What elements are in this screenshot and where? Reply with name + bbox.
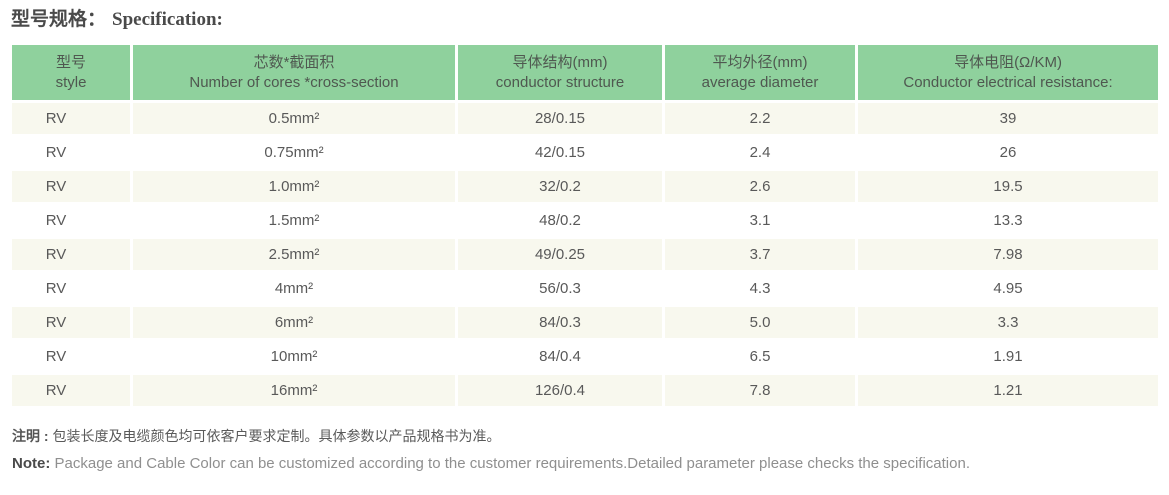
note-chinese: 注明 : 包装长度及电缆颜色均可依客户要求定制。具体参数以产品规格书为准。 bbox=[12, 426, 1169, 446]
cell-conductor-structure: 48/0.2 bbox=[458, 205, 662, 236]
cell-style: RV bbox=[12, 103, 130, 134]
column-header-conductor-resistance: 导体电阻(Ω/KM) Conductor electrical resistan… bbox=[858, 45, 1158, 100]
table-row: RV 16mm² 126/0.4 7.8 1.21 bbox=[12, 375, 1158, 406]
cell-conductor-structure: 84/0.3 bbox=[458, 307, 662, 338]
table-row: RV 1.5mm² 48/0.2 3.1 13.3 bbox=[12, 205, 1158, 236]
cell-conductor-structure: 126/0.4 bbox=[458, 375, 662, 406]
cell-conductor-resistance: 4.95 bbox=[858, 273, 1158, 304]
cell-conductor-resistance: 19.5 bbox=[858, 171, 1158, 202]
table-row: RV 4mm² 56/0.3 4.3 4.95 bbox=[12, 273, 1158, 304]
column-header-cn: 平均外径(mm) bbox=[712, 53, 808, 71]
cell-style: RV bbox=[12, 341, 130, 372]
column-header-en: Number of cores *cross-section bbox=[189, 73, 399, 91]
cell-style: RV bbox=[12, 137, 130, 168]
note-english-label: Note: bbox=[12, 455, 51, 472]
cell-cross-section: 0.75mm² bbox=[133, 137, 455, 168]
column-header-cn: 型号 bbox=[55, 53, 86, 71]
cell-cross-section: 1.5mm² bbox=[133, 205, 455, 236]
column-header-cn: 导体电阻(Ω/KM) bbox=[954, 53, 1062, 71]
table-row: RV 6mm² 84/0.3 5.0 3.3 bbox=[12, 307, 1158, 338]
cell-average-diameter: 7.8 bbox=[665, 375, 855, 406]
cell-conductor-resistance: 1.21 bbox=[858, 375, 1158, 406]
cell-average-diameter: 6.5 bbox=[665, 341, 855, 372]
column-header-style: 型号 style bbox=[12, 45, 130, 100]
page-title: 型号规格： Specification: bbox=[11, 8, 1169, 32]
cell-conductor-resistance: 39 bbox=[858, 103, 1158, 134]
page-title-en: Specification: bbox=[112, 9, 223, 30]
cell-conductor-structure: 42/0.15 bbox=[458, 137, 662, 168]
table-row: RV 2.5mm² 49/0.25 3.7 7.98 bbox=[12, 239, 1158, 270]
cell-average-diameter: 5.0 bbox=[665, 307, 855, 338]
cell-conductor-structure: 49/0.25 bbox=[458, 239, 662, 270]
cell-conductor-resistance: 7.98 bbox=[858, 239, 1158, 270]
cell-cross-section: 4mm² bbox=[133, 273, 455, 304]
cell-style: RV bbox=[12, 375, 130, 406]
note-english-text: Package and Cable Color can be customize… bbox=[54, 455, 971, 472]
table-header-row: 型号 style 芯数*截面积 Number of cores *cross-s… bbox=[12, 45, 1158, 100]
note-english: Note: Package and Cable Color can be cus… bbox=[12, 455, 1169, 472]
cell-cross-section: 6mm² bbox=[133, 307, 455, 338]
column-header-cn: 芯数*截面积 bbox=[253, 53, 335, 71]
column-header-conductor-structure: 导体结构(mm) conductor structure bbox=[458, 45, 662, 100]
column-header-en: average diameter bbox=[701, 73, 819, 91]
column-header-en: style bbox=[55, 73, 87, 91]
cell-average-diameter: 3.7 bbox=[665, 239, 855, 270]
cell-conductor-resistance: 3.3 bbox=[858, 307, 1158, 338]
note-chinese-text: 包装长度及电缆颜色均可依客户要求定制。具体参数以产品规格书为准。 bbox=[52, 428, 501, 444]
cell-cross-section: 16mm² bbox=[133, 375, 455, 406]
column-header-average-diameter: 平均外径(mm) average diameter bbox=[665, 45, 855, 100]
column-header-en: conductor structure bbox=[495, 73, 625, 91]
table-row: RV 1.0mm² 32/0.2 2.6 19.5 bbox=[12, 171, 1158, 202]
cell-conductor-resistance: 13.3 bbox=[858, 205, 1158, 236]
page-title-cn: 型号规格： bbox=[11, 9, 107, 30]
cell-average-diameter: 3.1 bbox=[665, 205, 855, 236]
cell-average-diameter: 2.2 bbox=[665, 103, 855, 134]
cell-style: RV bbox=[12, 205, 130, 236]
table-row: RV 10mm² 84/0.4 6.5 1.91 bbox=[12, 341, 1158, 372]
note-chinese-label: 注明 : bbox=[12, 428, 49, 444]
cell-conductor-structure: 56/0.3 bbox=[458, 273, 662, 304]
cell-cross-section: 0.5mm² bbox=[133, 103, 455, 134]
cell-conductor-resistance: 1.91 bbox=[858, 341, 1158, 372]
cell-style: RV bbox=[12, 171, 130, 202]
specification-table: 型号 style 芯数*截面积 Number of cores *cross-s… bbox=[9, 42, 1161, 409]
cell-cross-section: 10mm² bbox=[133, 341, 455, 372]
column-header-en: Conductor electrical resistance: bbox=[903, 73, 1113, 91]
cell-style: RV bbox=[12, 307, 130, 338]
cell-conductor-structure: 84/0.4 bbox=[458, 341, 662, 372]
table-row: RV 0.5mm² 28/0.15 2.2 39 bbox=[12, 103, 1158, 134]
cell-average-diameter: 2.4 bbox=[665, 137, 855, 168]
spec-page: 型号规格： Specification: 型号 style 芯数*截面积 Numb… bbox=[9, 8, 1169, 472]
cell-style: RV bbox=[12, 239, 130, 270]
column-header-cn: 导体结构(mm) bbox=[512, 53, 608, 71]
cell-average-diameter: 4.3 bbox=[665, 273, 855, 304]
cell-cross-section: 1.0mm² bbox=[133, 171, 455, 202]
cell-conductor-structure: 28/0.15 bbox=[458, 103, 662, 134]
cell-conductor-resistance: 26 bbox=[858, 137, 1158, 168]
cell-average-diameter: 2.6 bbox=[665, 171, 855, 202]
cell-cross-section: 2.5mm² bbox=[133, 239, 455, 270]
cell-style: RV bbox=[12, 273, 130, 304]
column-header-cross-section: 芯数*截面积 Number of cores *cross-section bbox=[133, 45, 455, 100]
table-row: RV 0.75mm² 42/0.15 2.4 26 bbox=[12, 137, 1158, 168]
cell-conductor-structure: 32/0.2 bbox=[458, 171, 662, 202]
